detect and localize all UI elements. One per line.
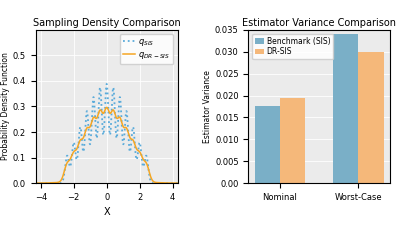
$q_{\mathit{DR-SIS}}$ — [175, 182, 180, 185]
$q_{\mathit{SIS}}$ — [104, 83, 109, 85]
Legend: $q_{\mathit{SIS}}$, $q_{\mathit{DR-SIS}}$: $q_{\mathit{SIS}}$, $q_{\mathit{DR-SIS}}… — [119, 34, 174, 64]
$q_{\mathit{SIS}}$ — [157, 182, 162, 185]
Legend: Benchmark (SIS), DR-SIS: Benchmark (SIS), DR-SIS — [252, 34, 334, 59]
$q_{\mathit{DR-SIS}}$ — [50, 181, 55, 184]
$q_{\mathit{SIS}}$ — [50, 182, 55, 185]
Bar — [359, 52, 384, 183]
$q_{\mathit{DR-SIS}}$ — [104, 106, 109, 109]
Bar — [334, 34, 359, 183]
$q_{\mathit{SIS}}$ — [94, 135, 99, 138]
$q_{\mathit{DR-SIS}}$ — [172, 182, 177, 185]
$q_{\mathit{DR-SIS}}$ — [157, 181, 162, 184]
$q_{\mathit{DR-SIS}}$ — [88, 125, 93, 128]
$q_{\mathit{SIS}}$ — [175, 182, 180, 185]
Title: Estimator Variance Comparison: Estimator Variance Comparison — [242, 18, 396, 28]
$q_{\mathit{DR-SIS}}$ — [58, 180, 63, 183]
Line: $q_{\mathit{DR-SIS}}$: $q_{\mathit{DR-SIS}}$ — [36, 107, 178, 183]
Y-axis label: Probability Density Function: Probability Density Function — [1, 52, 10, 161]
X-axis label: X: X — [103, 207, 110, 218]
Bar — [280, 98, 305, 183]
$q_{\mathit{SIS}}$ — [58, 182, 63, 185]
Line: $q_{\mathit{SIS}}$: $q_{\mathit{SIS}}$ — [36, 84, 178, 183]
Y-axis label: Estimator Variance: Estimator Variance — [203, 70, 212, 143]
Title: Sampling Density Comparison: Sampling Density Comparison — [33, 18, 181, 28]
Bar — [255, 106, 280, 183]
$q_{\mathit{DR-SIS}}$ — [94, 117, 99, 120]
$q_{\mathit{SIS}}$ — [88, 143, 93, 145]
$q_{\mathit{SIS}}$ — [172, 182, 177, 185]
$q_{\mathit{DR-SIS}}$ — [33, 182, 38, 185]
$q_{\mathit{SIS}}$ — [33, 182, 38, 185]
